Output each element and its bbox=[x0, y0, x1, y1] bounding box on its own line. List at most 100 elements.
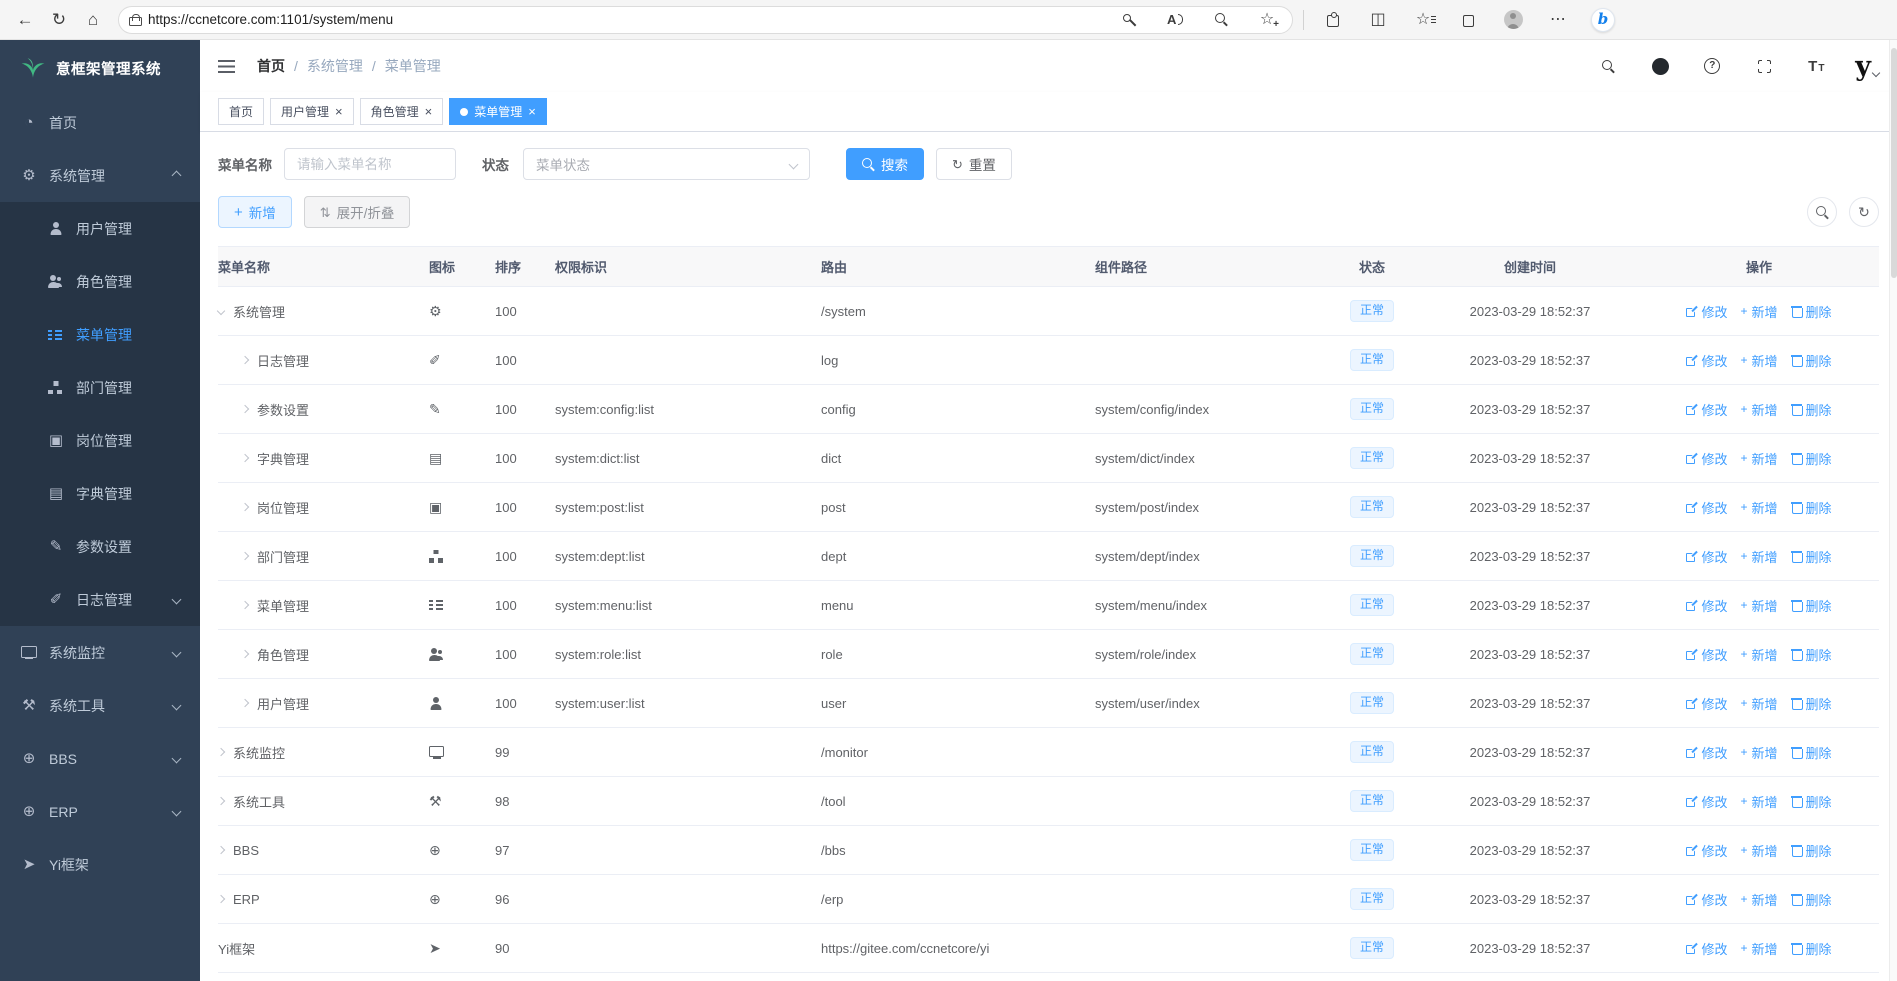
delete-link[interactable]: 删除 bbox=[1790, 792, 1832, 811]
expand-caret-icon[interactable] bbox=[216, 747, 226, 757]
edit-link[interactable]: 修改 bbox=[1686, 841, 1727, 860]
add-link[interactable]: + 新增 bbox=[1740, 694, 1777, 713]
add-link[interactable]: + 新增 bbox=[1740, 351, 1777, 370]
add-link[interactable]: + 新增 bbox=[1740, 596, 1777, 615]
sidebar-item-home[interactable]: ◔ 首页 bbox=[0, 96, 200, 149]
sidebar-item-log[interactable]: ✐ 日志管理 bbox=[0, 573, 200, 626]
delete-link[interactable]: 删除 bbox=[1790, 351, 1832, 370]
sidebar-item-post[interactable]: ▣ 岗位管理 bbox=[0, 414, 200, 467]
fullscreen-button[interactable] bbox=[1749, 51, 1779, 81]
close-icon[interactable]: × bbox=[424, 104, 433, 119]
read-aloud-button[interactable] bbox=[1160, 5, 1190, 35]
address-bar[interactable]: https://ccnetcore.com:1101/system/menu bbox=[118, 5, 1293, 35]
sidebar-collapse-icon[interactable] bbox=[218, 59, 235, 73]
sidebar-item-yi[interactable]: ➤ Yi框架 bbox=[0, 838, 200, 891]
expand-caret-icon[interactable] bbox=[240, 600, 250, 610]
expand-caret-icon[interactable] bbox=[240, 404, 250, 414]
tab-home[interactable]: 首页 bbox=[218, 98, 265, 125]
edit-link[interactable]: 修改 bbox=[1686, 645, 1727, 664]
sidebar-item-system[interactable]: ⚙ 系统管理 bbox=[0, 149, 200, 202]
menu-name-input[interactable] bbox=[284, 148, 456, 180]
expand-caret-icon[interactable] bbox=[240, 649, 250, 659]
delete-link[interactable]: 删除 bbox=[1790, 890, 1832, 909]
expand-caret-icon[interactable] bbox=[240, 502, 250, 512]
search-button[interactable]: 搜索 bbox=[846, 148, 924, 180]
close-icon[interactable]: × bbox=[528, 104, 536, 119]
edit-link[interactable]: 修改 bbox=[1686, 743, 1727, 762]
add-link[interactable]: + 新增 bbox=[1740, 792, 1777, 811]
add-link[interactable]: + 新增 bbox=[1740, 302, 1777, 321]
font-size-button[interactable] bbox=[1801, 51, 1831, 81]
expand-caret-icon[interactable] bbox=[240, 355, 250, 365]
add-link[interactable]: + 新增 bbox=[1740, 841, 1777, 860]
expand-caret-icon[interactable] bbox=[240, 698, 250, 708]
more-button[interactable]: ⋯ bbox=[1543, 5, 1573, 35]
edit-link[interactable]: 修改 bbox=[1686, 498, 1727, 517]
edit-link[interactable]: 修改 bbox=[1686, 596, 1727, 615]
sidebar-item-menu[interactable]: 菜单管理 bbox=[0, 308, 200, 361]
favorites-button[interactable] bbox=[1408, 5, 1438, 35]
delete-link[interactable]: 删除 bbox=[1790, 547, 1832, 566]
collections-button[interactable] bbox=[1453, 5, 1483, 35]
copilot-button[interactable] bbox=[1588, 5, 1618, 35]
breadcrumb-item[interactable]: 首页 bbox=[257, 58, 285, 74]
add-link[interactable]: + 新增 bbox=[1740, 498, 1777, 517]
delete-link[interactable]: 删除 bbox=[1790, 400, 1832, 419]
chevron-down-icon[interactable] bbox=[1871, 68, 1881, 78]
sidebar-item-bbs[interactable]: ⊕ BBS bbox=[0, 732, 200, 785]
zoom-out-button[interactable] bbox=[1206, 5, 1236, 35]
delete-link[interactable]: 删除 bbox=[1790, 939, 1832, 958]
split-screen-button[interactable]: ◫ bbox=[1363, 5, 1393, 35]
add-link[interactable]: + 新增 bbox=[1740, 645, 1777, 664]
delete-link[interactable]: 删除 bbox=[1790, 645, 1832, 664]
scrollbar[interactable] bbox=[1889, 40, 1897, 981]
edit-link[interactable]: 修改 bbox=[1686, 302, 1727, 321]
profile-button[interactable] bbox=[1498, 5, 1528, 35]
sidebar-item-config[interactable]: ✎ 参数设置 bbox=[0, 520, 200, 573]
refresh-table-button[interactable]: ↻ bbox=[1849, 197, 1879, 227]
refresh-button[interactable]: ↻ bbox=[44, 5, 74, 35]
edit-link[interactable]: 修改 bbox=[1686, 449, 1727, 468]
app-brand[interactable]: 意框架管理系统 bbox=[0, 40, 200, 96]
collapse-caret-icon[interactable] bbox=[216, 306, 226, 316]
expand-caret-icon[interactable] bbox=[240, 453, 250, 463]
sidebar-item-role[interactable]: 角色管理 bbox=[0, 255, 200, 308]
edit-link[interactable]: 修改 bbox=[1686, 792, 1727, 811]
edit-link[interactable]: 修改 bbox=[1686, 890, 1727, 909]
help-button[interactable] bbox=[1697, 51, 1727, 81]
tab-user[interactable]: 用户管理 × bbox=[270, 98, 354, 125]
status-select[interactable]: 菜单状态 bbox=[523, 148, 810, 180]
close-icon[interactable]: × bbox=[335, 104, 343, 119]
expand-caret-icon[interactable] bbox=[216, 845, 226, 855]
add-link[interactable]: + 新增 bbox=[1740, 890, 1777, 909]
edit-link[interactable]: 修改 bbox=[1686, 400, 1727, 419]
sidebar-item-user[interactable]: 用户管理 bbox=[0, 202, 200, 255]
sidebar-item-dict[interactable]: ▤ 字典管理 bbox=[0, 467, 200, 520]
expand-caret-icon[interactable] bbox=[240, 551, 250, 561]
edit-link[interactable]: 修改 bbox=[1686, 351, 1727, 370]
add-link[interactable]: + 新增 bbox=[1740, 743, 1777, 762]
add-link[interactable]: + 新增 bbox=[1740, 400, 1777, 419]
delete-link[interactable]: 删除 bbox=[1790, 841, 1832, 860]
delete-link[interactable]: 删除 bbox=[1790, 302, 1832, 321]
sidebar-item-tool[interactable]: ⚒ 系统工具 bbox=[0, 679, 200, 732]
add-link[interactable]: + 新增 bbox=[1740, 547, 1777, 566]
extensions-button[interactable] bbox=[1318, 5, 1348, 35]
edit-link[interactable]: 修改 bbox=[1686, 547, 1727, 566]
delete-link[interactable]: 删除 bbox=[1790, 449, 1832, 468]
add-link[interactable]: + 新增 bbox=[1740, 939, 1777, 958]
tab-menu[interactable]: 菜单管理 × bbox=[449, 98, 547, 125]
sidebar-item-dept[interactable]: 部门管理 bbox=[0, 361, 200, 414]
tab-role[interactable]: 角色管理 × bbox=[359, 98, 444, 125]
add-favorite-button[interactable] bbox=[1252, 5, 1282, 35]
add-link[interactable]: + 新增 bbox=[1740, 449, 1777, 468]
expand-caret-icon[interactable] bbox=[216, 894, 226, 904]
edit-link[interactable]: 修改 bbox=[1686, 694, 1727, 713]
sidebar-item-erp[interactable]: ⊕ ERP bbox=[0, 785, 200, 838]
github-button[interactable] bbox=[1645, 51, 1675, 81]
sidebar-item-monitor[interactable]: 系统监控 bbox=[0, 626, 200, 679]
expand-collapse-button[interactable]: ⇅ 展开/折叠 bbox=[303, 196, 411, 228]
expand-caret-icon[interactable] bbox=[216, 796, 226, 806]
delete-link[interactable]: 删除 bbox=[1790, 694, 1832, 713]
back-button[interactable]: ← bbox=[10, 5, 40, 35]
